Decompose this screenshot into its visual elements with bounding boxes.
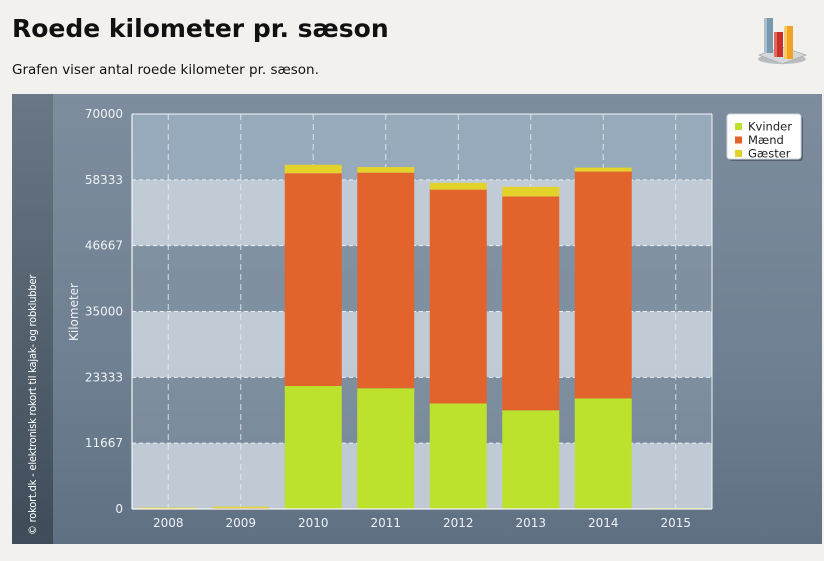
y-tick-label: 0 bbox=[115, 502, 123, 516]
credit-strip bbox=[12, 94, 53, 544]
bar-kvinder bbox=[357, 388, 415, 509]
y-axis-title: Kilometer bbox=[67, 283, 81, 341]
bar-gæster bbox=[429, 182, 487, 190]
bar-kvinder bbox=[502, 410, 560, 509]
bar-gæster bbox=[502, 186, 560, 197]
bar-mænd bbox=[502, 196, 560, 411]
x-tick-label: 2008 bbox=[153, 516, 184, 530]
legend-label-kvinder: Kvinder bbox=[748, 120, 792, 134]
bar-gæster bbox=[574, 167, 632, 172]
x-tick-label: 2014 bbox=[588, 516, 619, 530]
bar-kvinder bbox=[574, 398, 632, 509]
bar-chart-icon bbox=[757, 18, 808, 65]
bar-mænd bbox=[574, 171, 632, 399]
y-tick-label: 23333 bbox=[85, 370, 123, 384]
bar-mænd bbox=[284, 173, 342, 386]
bar-mænd bbox=[429, 189, 487, 404]
bar-mænd bbox=[357, 172, 415, 389]
page-description: Grafen viser antal roede kilometer pr. s… bbox=[12, 62, 319, 78]
legend-label-mænd: Mænd bbox=[748, 133, 784, 147]
x-tick-label: 2012 bbox=[443, 516, 474, 530]
bar-gæster bbox=[212, 506, 270, 509]
legend-box bbox=[726, 113, 802, 160]
bar-kvinder bbox=[284, 385, 342, 509]
legend-swatch-kvinder bbox=[735, 123, 742, 130]
page-title: Roede kilometer pr. sæson bbox=[12, 14, 389, 43]
legend-swatch-gæster bbox=[735, 150, 742, 157]
x-tick-label: 2011 bbox=[370, 516, 401, 530]
bar-gæster bbox=[139, 507, 197, 509]
bar-kvinder bbox=[429, 403, 487, 509]
bar-gæster bbox=[284, 164, 342, 174]
bar-gæster bbox=[357, 167, 415, 173]
legend-swatch-mænd bbox=[735, 136, 742, 144]
x-tick-label: 2009 bbox=[225, 516, 256, 530]
x-tick-label: 2013 bbox=[515, 516, 546, 530]
x-tick-label: 2015 bbox=[660, 516, 691, 530]
y-tick-label: 58333 bbox=[85, 173, 123, 187]
y-tick-label: 70000 bbox=[85, 107, 123, 121]
y-tick-label: 11667 bbox=[85, 436, 123, 450]
y-tick-label: 46667 bbox=[85, 239, 123, 253]
x-tick-label: 2010 bbox=[298, 516, 329, 530]
y-tick-label: 35000 bbox=[85, 305, 123, 319]
legend-label-gæster: Gæster bbox=[748, 147, 791, 161]
stacked-bar-chart: 0 11667 23333 35000 46667 58333 70000 2008 2009 2… bbox=[67, 107, 803, 530]
